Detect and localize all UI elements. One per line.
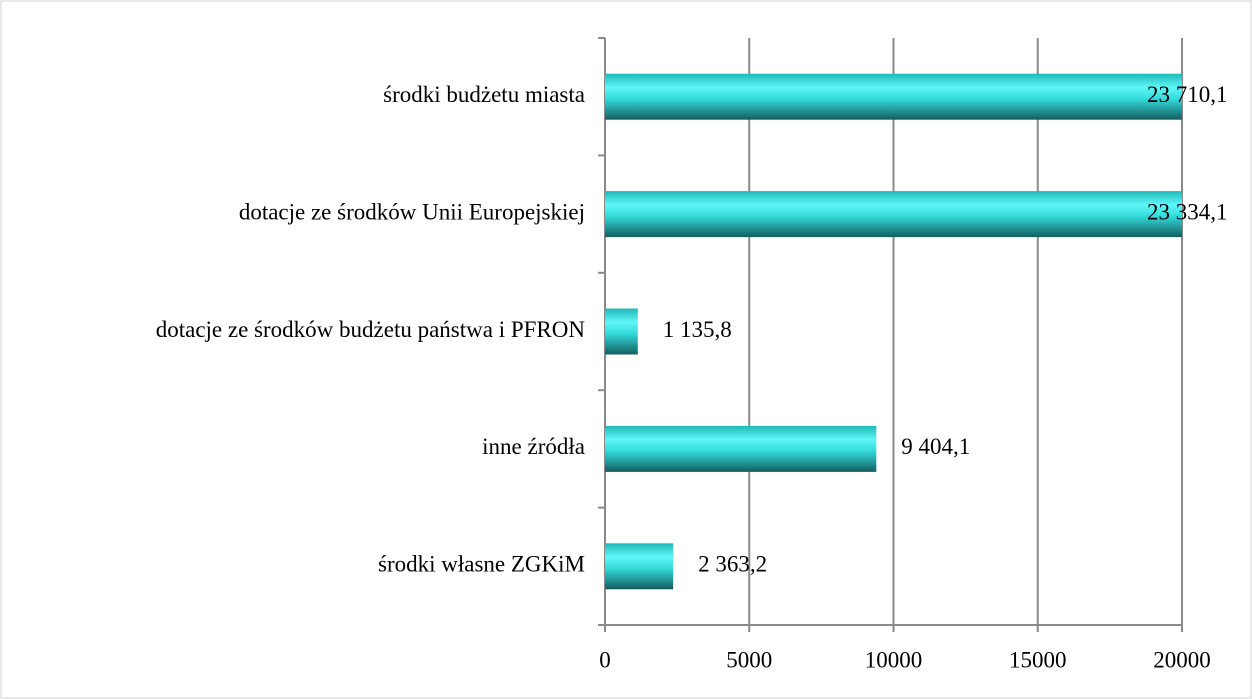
x-tick-label: 15000 (1009, 647, 1067, 672)
x-tick-label: 5000 (726, 647, 772, 672)
x-tick-label: 20000 (1153, 647, 1211, 672)
bar (605, 308, 638, 355)
data-label: 23 710,1 (1147, 82, 1228, 107)
y-tick-label: inne źródła (482, 434, 585, 459)
data-label: 1 135,8 (663, 317, 732, 342)
bar (605, 543, 674, 590)
x-tick-label: 0 (599, 647, 611, 672)
data-label: 9 404,1 (901, 434, 970, 459)
x-tick-label: 10000 (865, 647, 923, 672)
data-label: 2 363,2 (698, 552, 767, 577)
data-label: 23 334,1 (1147, 199, 1228, 224)
y-tick-label: środki własne ZGKiM (378, 552, 585, 577)
bar (605, 73, 1182, 120)
y-tick-label: środki budżetu miasta (383, 82, 585, 107)
y-tick-label: dotacje ze środków Unii Europejskiej (239, 199, 585, 224)
bar (605, 191, 1182, 238)
y-tick-label: dotacje ze środków budżetu państwa i PFR… (156, 317, 586, 342)
bar (605, 425, 877, 472)
